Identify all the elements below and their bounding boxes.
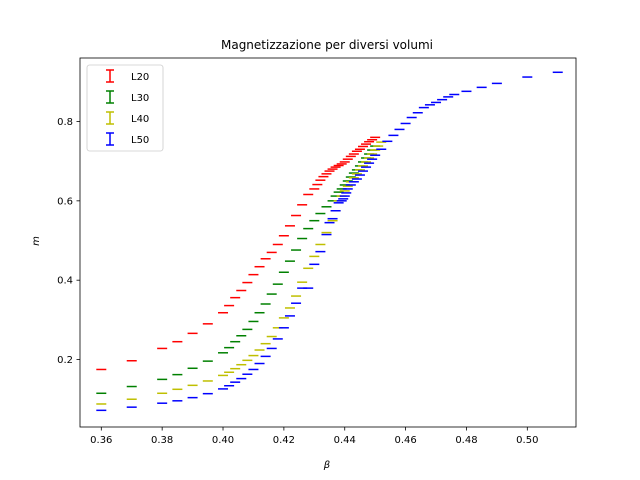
- y-tick-label: 0.8: [57, 117, 73, 128]
- tick-marks: 0.36 0.38 0.40 0.42 0.44 0.46 0.48 0.50 0.2 0.4 0.…: [57, 117, 538, 446]
- x-tick-label: 0.44: [334, 435, 356, 446]
- legend-item-L40: L40: [106, 111, 149, 125]
- chart-title: Magnetizzazione per diversi volumi: [221, 38, 433, 52]
- legend-item-L20: L20: [106, 69, 149, 83]
- data-marks: [96, 71, 563, 412]
- axes: [79, 57, 577, 428]
- x-tick-label: 0.48: [455, 435, 477, 446]
- y-tick-label: 0.6: [57, 196, 73, 207]
- x-tick-label: 0.38: [151, 435, 173, 446]
- x-tick-label: 0.42: [273, 435, 295, 446]
- legend-box: [86, 64, 164, 152]
- y-tick-label: 0.4: [57, 276, 73, 287]
- legend-label: L30: [131, 93, 149, 104]
- legend-label: L50: [131, 135, 149, 146]
- series-L20: [96, 136, 381, 371]
- x-tick-label: 0.50: [516, 435, 538, 446]
- x-tick-label: 0.40: [212, 435, 234, 446]
- plot-frame: [79, 57, 577, 428]
- series-L50: [96, 71, 563, 412]
- legend-label: L20: [131, 72, 149, 83]
- legend-label: L40: [131, 114, 149, 125]
- x-tick-label: 0.36: [90, 435, 112, 446]
- x-tick-label: 0.46: [394, 435, 416, 446]
- legend-item-L50: L50: [106, 132, 149, 146]
- legend: L20 L30 L40 L50: [86, 64, 164, 152]
- y-axis-label: m: [31, 236, 42, 246]
- legend-item-L30: L30: [106, 90, 149, 104]
- x-axis-label: β: [323, 460, 331, 471]
- series-L30: [96, 145, 381, 395]
- y-tick-label: 0.2: [57, 355, 73, 366]
- series-L40: [96, 141, 387, 405]
